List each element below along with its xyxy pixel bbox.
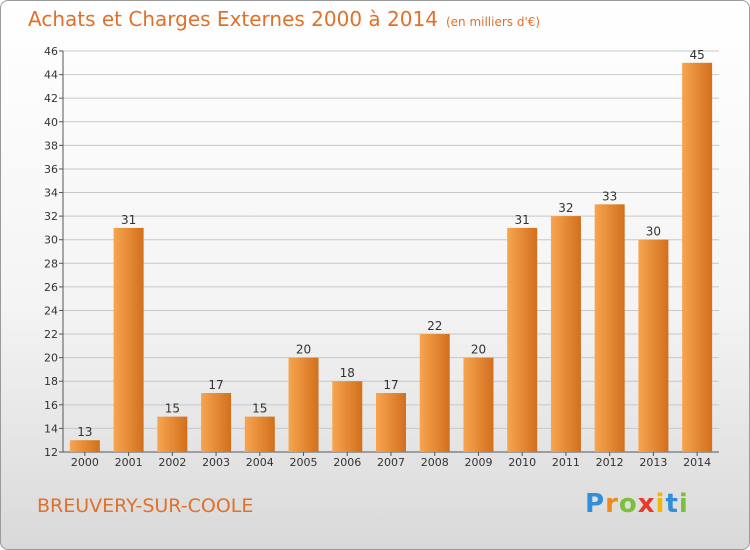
bar-2002 [157,416,188,452]
value-label-2009: 20 [471,343,486,357]
x-tick-label-2008: 2008 [421,456,449,469]
bar-2003 [201,393,232,452]
logo-letter: P [585,489,606,519]
value-label-2005: 20 [296,343,311,357]
value-labels: 13 31 15 17 15 20 18 17 22 20 31 32 33 30 45 [77,48,705,439]
x-tick-label-2003: 2003 [202,456,230,469]
title-unit: (en milliers d'€) [445,15,541,29]
logo-letter: t [665,489,679,519]
bar-2012 [594,204,625,452]
y-tick-label: 12 [44,446,58,459]
y-tick-label: 46 [44,45,58,58]
y-tick-label: 16 [44,399,58,412]
bar-2007 [376,393,406,452]
logo-letter: i [655,489,666,519]
logo-letter: x [637,489,656,519]
x-tick-label-2014: 2014 [683,456,711,469]
y-tick-label: 32 [44,210,58,223]
value-label-2010: 31 [515,213,530,227]
value-label-2006: 18 [340,366,355,380]
title-text: Achats et Charges Externes 2000 à 2014 [28,7,438,31]
bar-2004 [244,416,275,452]
y-tick-label: 20 [44,352,58,365]
x-tick-label-2013: 2013 [639,456,667,469]
bar-2000 [69,440,100,452]
value-label-2001: 31 [121,213,136,227]
y-tick-label: 34 [44,187,58,200]
y-tick-label: 18 [44,375,58,388]
logo-letter: o [618,489,638,519]
bar-2014 [682,62,713,452]
bar-2013 [638,239,669,452]
value-label-2003: 17 [208,378,223,392]
bar-2011 [550,216,581,452]
logo-letter: r [605,489,619,519]
value-label-2004: 15 [252,402,267,416]
bar-2008 [419,334,450,452]
y-tick-label: 40 [44,116,58,129]
x-tick-label-2002: 2002 [158,456,186,469]
x-tick-label-2010: 2010 [508,456,536,469]
value-label-2011: 32 [558,201,573,215]
y-tick-label: 44 [44,69,58,82]
y-tick-label: 42 [44,92,58,105]
x-tick-label-2005: 2005 [290,456,318,469]
y-tick-label: 14 [44,422,58,435]
value-label-2008: 22 [427,319,442,333]
y-tick-label: 22 [44,328,58,341]
value-label-2007: 17 [383,378,398,392]
x-tick-label-2000: 2000 [71,456,99,469]
y-tick-label: 28 [44,257,58,270]
value-label-2014: 45 [689,48,704,62]
chart-title: Achats et Charges Externes 2000 à 2014 (e… [28,7,540,31]
x-tick-label-2006: 2006 [333,456,361,469]
place-name: BREUVERY-SUR-COOLE [37,495,254,517]
y-tick-label: 36 [44,163,58,176]
x-tick-label-2001: 2001 [115,456,143,469]
x-tick-label-2007: 2007 [377,456,405,469]
x-tick-label-2011: 2011 [552,456,580,469]
bar-2009 [463,357,494,452]
bars [69,62,713,452]
value-label-2002: 15 [165,402,180,416]
value-label-2013: 30 [646,225,661,239]
bar-2005 [288,357,319,452]
y-tick-label: 26 [44,281,58,294]
bar-2010 [507,227,538,452]
y-tick-label: 30 [44,234,58,247]
x-tick-label-2012: 2012 [596,456,624,469]
value-label-2000: 13 [77,425,92,439]
x-tick-label-2004: 2004 [246,456,274,469]
y-tick-label: 24 [44,304,58,317]
value-label-2012: 33 [602,189,617,203]
proxiti-logo: Proxiti [585,489,689,519]
bar-2006 [332,381,363,452]
bar-2001 [113,227,144,452]
x-tick-label-2009: 2009 [464,456,492,469]
logo-letter: i [678,489,689,519]
y-tick-label: 38 [44,139,58,152]
